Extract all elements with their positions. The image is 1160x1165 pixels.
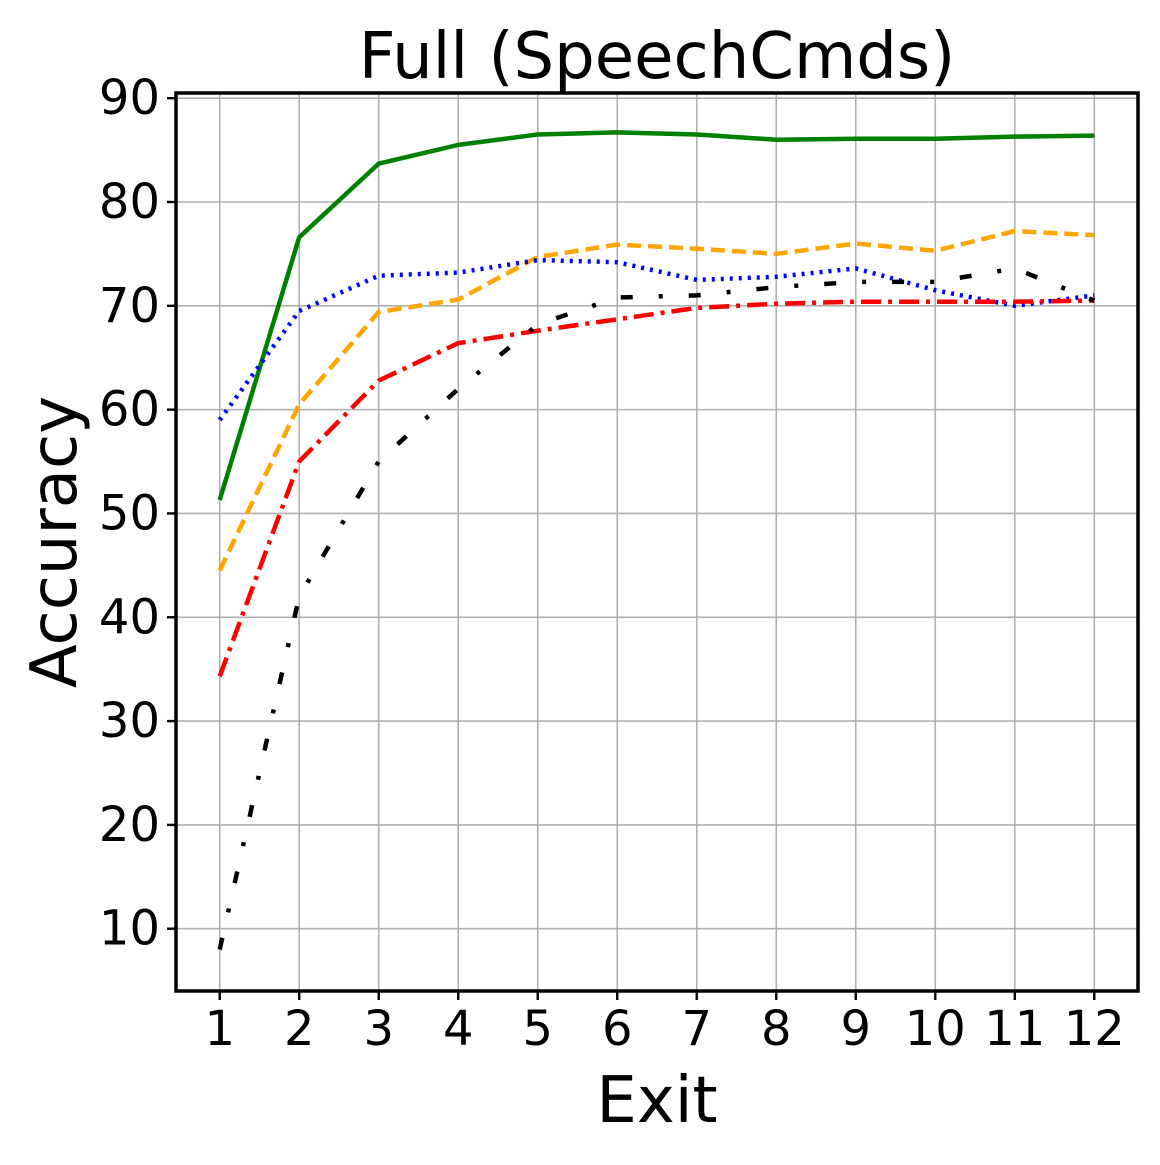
y-tick-label: 10 bbox=[99, 901, 160, 957]
x-tick-label: 10 bbox=[905, 1001, 966, 1057]
x-tick-label: 5 bbox=[522, 1001, 553, 1057]
x-tick-label: 11 bbox=[984, 1001, 1045, 1057]
y-tick-label: 70 bbox=[99, 278, 160, 334]
x-tick-label: 12 bbox=[1064, 1001, 1125, 1057]
series-line-5 bbox=[217, 266, 1096, 950]
x-tick-label: 1 bbox=[204, 1001, 235, 1057]
x-axis-label: Exit bbox=[596, 1064, 717, 1138]
y-tick-label: 90 bbox=[99, 70, 160, 126]
y-tick-label: 20 bbox=[99, 797, 160, 853]
plot-frame bbox=[174, 91, 1140, 993]
x-tick-label: 2 bbox=[284, 1001, 315, 1057]
y-tick-label: 50 bbox=[99, 485, 160, 541]
chart-title: Full (SpeechCmds) bbox=[359, 20, 955, 94]
x-tick-label: 4 bbox=[443, 1001, 474, 1057]
grid-lines bbox=[176, 93, 1138, 991]
y-tick-label: 80 bbox=[99, 174, 160, 230]
series-line-4 bbox=[217, 298, 1095, 678]
x-tick-label: 6 bbox=[602, 1001, 633, 1057]
y-tick-label: 60 bbox=[99, 382, 160, 438]
series-line-2 bbox=[217, 228, 1095, 572]
y-tick-label: 30 bbox=[99, 693, 160, 749]
x-tick-label: 9 bbox=[840, 1001, 871, 1057]
series-lines bbox=[217, 130, 1096, 950]
y-tick-label: 40 bbox=[99, 589, 160, 645]
x-ticks: 1 2 3 4 5 6 7 8 9 10 11 12 bbox=[204, 991, 1125, 1057]
x-tick-label: 7 bbox=[681, 1001, 712, 1057]
series-line-3 bbox=[217, 257, 1095, 422]
x-tick-label: 3 bbox=[363, 1001, 394, 1057]
y-ticks: 10 20 30 40 50 60 70 80 90 bbox=[99, 70, 176, 957]
series-line-1 bbox=[217, 130, 1095, 501]
y-axis-label: Accuracy bbox=[18, 396, 92, 688]
x-tick-label: 8 bbox=[761, 1001, 792, 1057]
